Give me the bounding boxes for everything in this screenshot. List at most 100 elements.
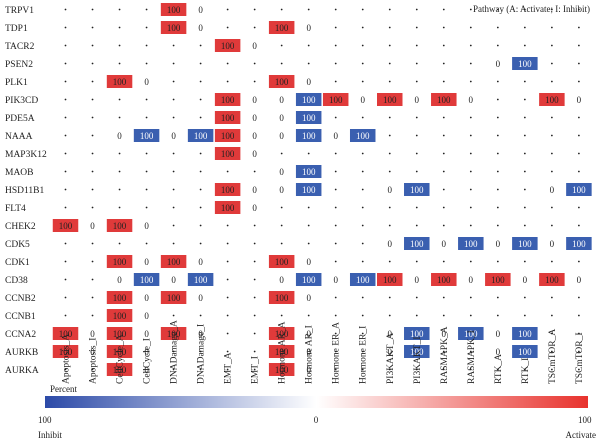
cell-aurkb-tscmtor-i-empty bbox=[577, 350, 580, 353]
cell-trpv1-apoptosis-i-empty bbox=[91, 8, 94, 11]
cell-aurkb-cellcycle-i: 0 bbox=[144, 347, 149, 357]
cell-chek2-rtk-i-empty bbox=[523, 224, 526, 227]
cell-tdp1-tscmtor-a-empty bbox=[550, 26, 553, 29]
row-label-pde5a: PDE5A bbox=[5, 114, 35, 124]
cell-ccnb2-emt-i-empty bbox=[253, 296, 256, 299]
cell-ccna2-apoptosis-a: 100 bbox=[52, 327, 79, 340]
cell-flt4-pi3kakt-a-empty bbox=[388, 206, 391, 209]
cell-tacr2-rtk-a-empty bbox=[496, 44, 499, 47]
cell-map3k12-rasmapk-a-empty bbox=[442, 152, 445, 155]
cell-ccnb1-hormone-er-i-empty bbox=[361, 314, 364, 317]
cell-aurkb-apoptosis-a: 100 bbox=[52, 345, 79, 358]
cell-maob-rasmapk-i-empty bbox=[469, 170, 472, 173]
cell-cdk5-hormone-er-i-empty bbox=[361, 242, 364, 245]
svg-text:100: 100 bbox=[167, 293, 181, 303]
row-label-tacr2: TACR2 bbox=[5, 42, 35, 52]
row-label-cd38: CD38 bbox=[5, 276, 28, 286]
cell-pde5a-emt-i: 0 bbox=[252, 113, 257, 123]
cell-plk1-tscmtor-a-empty bbox=[550, 80, 553, 83]
cell-pde5a-dnadamage-i-empty bbox=[199, 116, 202, 119]
cell-cdk1-hormone-er-i-empty bbox=[361, 260, 364, 263]
cell-cdk1-apoptosis-a-empty bbox=[64, 260, 67, 263]
cell-flt4-hormone-er-a-empty bbox=[334, 206, 337, 209]
cell-aurka-hormone-er-i-empty bbox=[361, 368, 364, 371]
svg-text:100: 100 bbox=[275, 347, 289, 357]
cell-psen2-tscmtor-i-empty bbox=[577, 62, 580, 65]
row-label-aurka: AURKA bbox=[5, 366, 39, 376]
cell-trpv1-pi3kakt-i-empty bbox=[415, 8, 418, 11]
cell-cd38-tscmtor-i: 0 bbox=[577, 275, 582, 285]
svg-text:100: 100 bbox=[167, 5, 181, 15]
cell-tacr2-dnadamage-i-empty bbox=[199, 44, 202, 47]
cell-aurkb-tscmtor-a-empty bbox=[550, 350, 553, 353]
cell-ccna2-hormone-er-a-empty bbox=[334, 332, 337, 335]
cell-ccna2-rtk-a: 0 bbox=[496, 329, 501, 339]
cell-pik3cd-hormone-er-a: 100 bbox=[322, 93, 349, 106]
cell-plk1-hormone-ar-a: 100 bbox=[268, 75, 295, 88]
svg-text:100: 100 bbox=[113, 221, 127, 231]
colorbar-activate-caption: Activate bbox=[566, 430, 597, 440]
cell-pik3cd-apoptosis-a-empty bbox=[64, 98, 67, 101]
cell-hsd11b1-cellcycle-a-empty bbox=[118, 188, 121, 191]
cell-naaa-hormone-er-a: 0 bbox=[333, 131, 338, 141]
svg-text:100: 100 bbox=[518, 329, 532, 339]
svg-text:100: 100 bbox=[59, 347, 73, 357]
svg-text:100: 100 bbox=[464, 329, 478, 339]
cell-tacr2-dnadamage-a-empty bbox=[172, 44, 175, 47]
cell-hsd11b1-pi3kakt-a: 0 bbox=[388, 185, 393, 195]
cell-pik3cd-hormone-ar-a: 0 bbox=[279, 95, 284, 105]
cell-chek2-pi3kakt-a-empty bbox=[388, 224, 391, 227]
cell-naaa-hormone-er-i: 100 bbox=[349, 129, 376, 142]
cell-tdp1-cellcycle-i-empty bbox=[145, 26, 148, 29]
cell-pde5a-apoptosis-i-empty bbox=[91, 116, 94, 119]
cell-aurkb-hormone-er-i-empty bbox=[361, 350, 364, 353]
column-label-apoptosis-i: Apoptosis_I bbox=[89, 338, 99, 384]
cell-hsd11b1-rtk-a-empty bbox=[496, 188, 499, 191]
cell-tdp1-hormone-ar-a: 100 bbox=[268, 21, 295, 34]
cell-plk1-rasmapk-i-empty bbox=[469, 80, 472, 83]
svg-text:100: 100 bbox=[302, 113, 316, 123]
cell-flt4-tscmtor-i-empty bbox=[577, 206, 580, 209]
cell-pde5a-rasmapk-a-empty bbox=[442, 116, 445, 119]
row-label-chek2: CHEK2 bbox=[5, 222, 36, 232]
cell-ccna2-apoptosis-i: 0 bbox=[90, 329, 95, 339]
heatmap-cells: 100 0 100 0 100 0 100 0 0 100 100 0 100 0 100 0 0 100 100 0… bbox=[52, 3, 592, 376]
cell-naaa-tscmtor-a-empty bbox=[550, 134, 553, 137]
cell-maob-pi3kakt-a-empty bbox=[388, 170, 391, 173]
cell-maob-emt-i-empty bbox=[253, 170, 256, 173]
cell-cdk1-rasmapk-a-empty bbox=[442, 260, 445, 263]
cell-aurkb-hormone-er-a-empty bbox=[334, 350, 337, 353]
svg-text:100: 100 bbox=[545, 275, 559, 285]
cell-psen2-pi3kakt-i-empty bbox=[415, 62, 418, 65]
row-label-hsd11b1: HSD11B1 bbox=[5, 186, 44, 196]
cell-hsd11b1-hormone-er-a-empty bbox=[334, 188, 337, 191]
cell-ccnb1-dnadamage-i-empty bbox=[199, 314, 202, 317]
cell-hsd11b1-rasmapk-a-empty bbox=[442, 188, 445, 191]
colorbar: Percent 100 0 100 Inhibit Activate bbox=[38, 384, 596, 440]
cell-plk1-cellcycle-i: 0 bbox=[144, 77, 149, 87]
cell-tdp1-cellcycle-a-empty bbox=[118, 26, 121, 29]
colorbar-gradient bbox=[45, 396, 588, 408]
cell-psen2-cellcycle-a-empty bbox=[118, 62, 121, 65]
cell-map3k12-tscmtor-a-empty bbox=[550, 152, 553, 155]
cell-aurka-emt-i-empty bbox=[253, 368, 256, 371]
row-label-aurkb: AURKB bbox=[5, 348, 38, 358]
cell-flt4-rasmapk-i-empty bbox=[469, 206, 472, 209]
cell-plk1-pi3kakt-i-empty bbox=[415, 80, 418, 83]
svg-text:100: 100 bbox=[275, 329, 289, 339]
cell-aurkb-dnadamage-a-empty bbox=[172, 350, 175, 353]
cell-pde5a-tscmtor-i-empty bbox=[577, 116, 580, 119]
cell-maob-hormone-er-i-empty bbox=[361, 170, 364, 173]
cell-chek2-hormone-ar-i-empty bbox=[307, 224, 310, 227]
cell-maob-dnadamage-i-empty bbox=[199, 170, 202, 173]
cell-pde5a-tscmtor-a-empty bbox=[550, 116, 553, 119]
svg-text:100: 100 bbox=[275, 293, 289, 303]
cell-cdk5-rtk-i: 100 bbox=[512, 237, 538, 250]
cell-ccna2-rtk-i: 100 bbox=[512, 327, 538, 340]
colorbar-min-label: 100 bbox=[38, 415, 52, 425]
cell-naaa-apoptosis-i-empty bbox=[91, 134, 94, 137]
cell-pik3cd-rtk-a-empty bbox=[496, 98, 499, 101]
cell-pde5a-rtk-a-empty bbox=[496, 116, 499, 119]
cell-chek2-pi3kakt-i-empty bbox=[415, 224, 418, 227]
cell-pde5a-rtk-i-empty bbox=[523, 116, 526, 119]
